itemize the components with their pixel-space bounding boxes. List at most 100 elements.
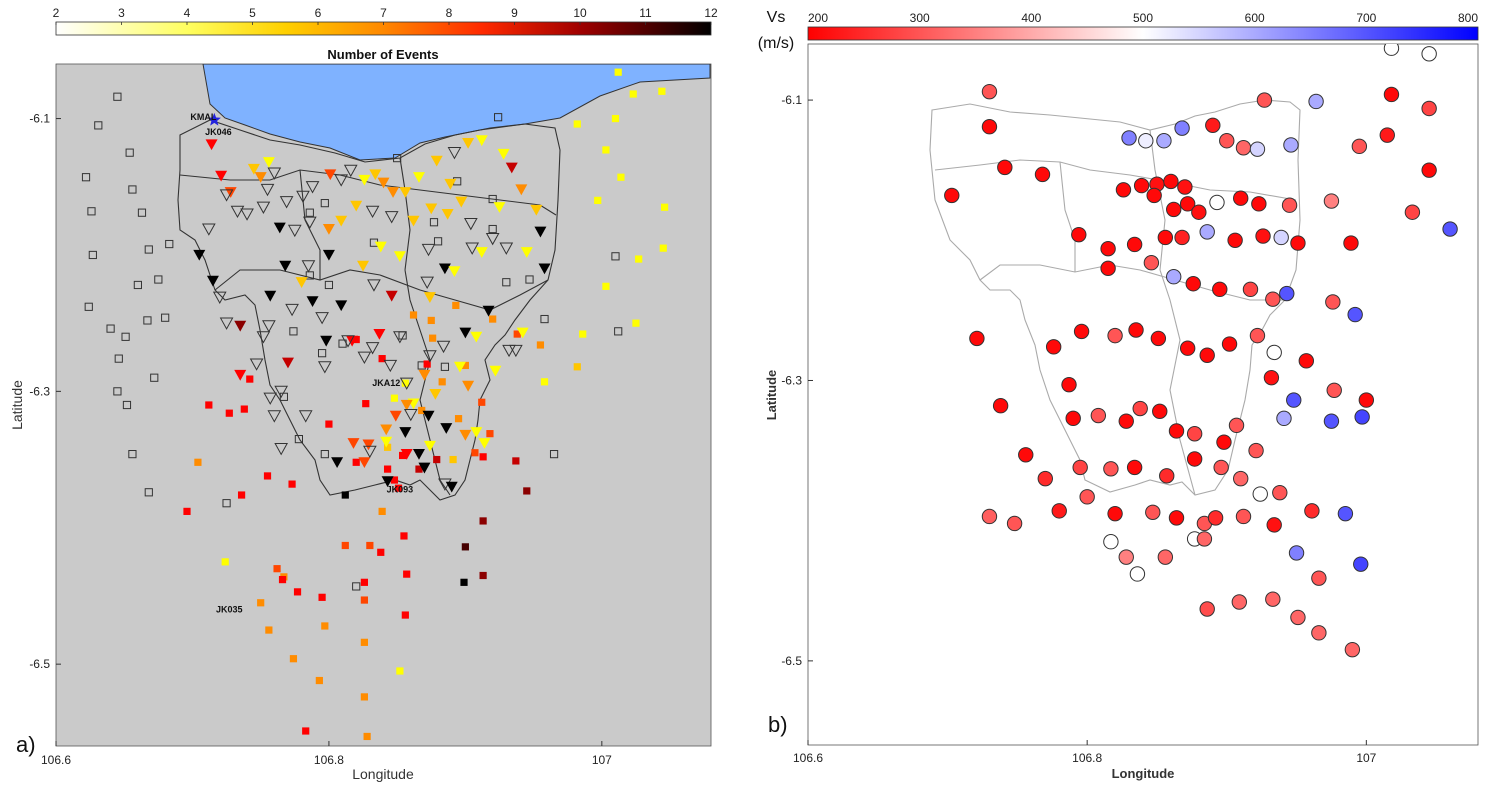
vs-station-circle-48 <box>1273 229 1289 246</box>
station-square-54 <box>658 87 666 95</box>
vs-station-circle-5 <box>1383 86 1400 103</box>
station-triangle-38 <box>335 215 348 227</box>
station-square-92 <box>399 451 407 460</box>
chart-title-a: Number of Events <box>327 47 438 62</box>
station-triangle-13 <box>343 164 358 178</box>
vs-station-circle-125 <box>1231 594 1248 610</box>
vs-station-circle-72 <box>1298 353 1315 369</box>
vs-station-circle-114 <box>1235 508 1252 525</box>
vs-station-circle-14 <box>1205 117 1221 134</box>
station-triangle-82 <box>380 424 393 436</box>
vs-station-circle-44 <box>1174 229 1190 246</box>
vs-station-circle-107 <box>1079 489 1095 505</box>
panel-a: 2 3 4 5 6 7 8 9 10 11 12 Number of Events KMAL JK04… <box>9 6 718 782</box>
colorbar-a-ticks: 2 3 4 5 6 7 8 9 10 11 12 <box>53 6 718 25</box>
station-square-18 <box>113 387 122 396</box>
station-triangle-123 <box>363 445 377 459</box>
vs-station-circle-77 <box>1090 407 1107 424</box>
station-triangle-113 <box>264 290 277 302</box>
station-square-101 <box>461 543 469 551</box>
x-tick-label-a-2: 107 <box>592 753 612 767</box>
station-square-111 <box>293 588 302 596</box>
station-triangle-10 <box>305 181 320 194</box>
station-triangle-86 <box>281 357 294 369</box>
vs-station-circle-53 <box>1185 276 1201 292</box>
vs-station-circle-26 <box>1163 173 1179 190</box>
station-triangle-39 <box>322 223 335 235</box>
station-triangle-54 <box>234 369 247 381</box>
station-square-59 <box>594 196 602 204</box>
station-square-97 <box>479 453 487 461</box>
vs-station-circle-33 <box>1233 190 1249 206</box>
station-square-31 <box>294 435 303 444</box>
station-square-83 <box>401 379 409 387</box>
vs-station-circle-7 <box>981 119 998 135</box>
vs-station-circle-1 <box>1421 46 1437 62</box>
vs-station-circle-11 <box>1138 133 1154 149</box>
station-square-16 <box>121 332 130 341</box>
station-triangle-19 <box>412 172 425 183</box>
station-triangle-94 <box>438 263 451 275</box>
station-triangle-14 <box>358 174 371 186</box>
vs-station-circle-68 <box>1199 347 1215 363</box>
panel-label-b: b) <box>768 712 788 737</box>
station-square-1 <box>94 121 103 130</box>
vs-station-circle-40 <box>1071 226 1087 243</box>
station-square-120 <box>205 401 213 409</box>
vs-station-circle-128 <box>1311 625 1327 641</box>
station-square-116 <box>288 480 296 488</box>
station-triangle-111 <box>295 277 308 288</box>
vs-station-circle-110 <box>1168 510 1185 526</box>
vs-station-circle-35 <box>1281 197 1298 213</box>
station-square-106 <box>378 507 386 515</box>
station-square-124 <box>257 599 265 607</box>
station-square-89 <box>325 420 333 428</box>
station-triangle-121 <box>399 427 412 438</box>
vs-station-circle-124 <box>1199 601 1215 617</box>
station-square-20 <box>122 400 132 410</box>
vs-station-circle-54 <box>1212 281 1228 298</box>
station-triangle-60 <box>346 335 359 347</box>
vs-station-circle-70 <box>1249 327 1266 344</box>
station-square-53 <box>611 114 620 123</box>
station-square-2 <box>81 173 91 182</box>
colorbar-b-tick-label-4: 600 <box>1245 11 1265 25</box>
station-triangle-67 <box>418 369 431 381</box>
vs-station-circle-62 <box>1045 339 1062 355</box>
station-square-0 <box>113 92 122 101</box>
annotations-a: KMAL JK046 JKA12 JK093 JK035 <box>190 112 413 614</box>
vs-station-circle-71 <box>1266 344 1282 361</box>
station-triangle-68 <box>423 350 437 363</box>
y-tick-label-b-1: -6.3 <box>781 373 802 387</box>
station-square-81 <box>461 361 469 370</box>
vs-station-circle-73 <box>1326 382 1342 398</box>
station-triangle-8 <box>279 196 294 209</box>
plot-area-b <box>807 43 1479 746</box>
station-square-137 <box>360 578 368 586</box>
station-triangle-90 <box>317 361 332 374</box>
y-tick-label-a-2: -6.5 <box>29 657 50 671</box>
vs-station-circle-21 <box>1421 162 1437 178</box>
vs-station-circle-57 <box>1279 285 1295 302</box>
station-square-17 <box>114 354 123 363</box>
station-triangle-27 <box>530 204 543 216</box>
station-square-64 <box>632 319 640 327</box>
station-triangle-26 <box>515 184 528 196</box>
station-triangle-106 <box>448 266 461 278</box>
station-triangle-6 <box>267 167 282 180</box>
colorbar-b-tick-label-5: 700 <box>1356 11 1376 25</box>
vs-station-circle-3 <box>1256 92 1273 108</box>
vs-station-circle-104 <box>981 508 998 525</box>
colorbar-b <box>807 26 1479 41</box>
station-triangle-95 <box>475 247 488 258</box>
station-square-82 <box>438 378 446 386</box>
station-triangle-132 <box>274 385 289 399</box>
vs-station-circle-69 <box>1221 336 1238 352</box>
station-triangle-0 <box>205 139 218 151</box>
vs-station-circle-60 <box>969 330 985 347</box>
station-triangle-16 <box>377 177 390 189</box>
station-triangle-114 <box>219 317 234 330</box>
station-triangle-85 <box>331 457 344 468</box>
station-triangle-33 <box>425 203 438 215</box>
vs-station-circle-55 <box>1242 281 1259 298</box>
